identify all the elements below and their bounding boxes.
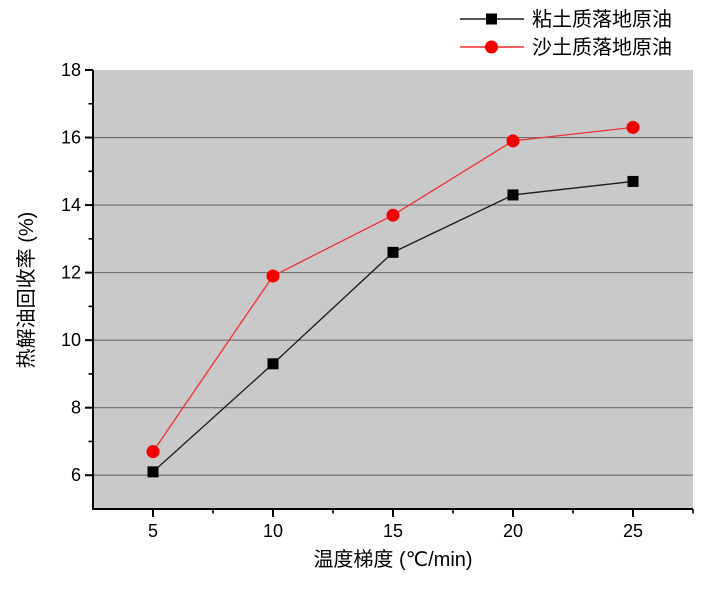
y-tick-label-10: 10 [61, 330, 81, 350]
data-point-0-1 [267, 358, 279, 370]
y-tick-label-18: 18 [61, 60, 81, 80]
x-tick-label-25: 25 [623, 521, 643, 541]
legend-label-clay-oil: 粘土质落地原油 [532, 8, 672, 31]
data-point-0-3 [507, 189, 519, 201]
plot-layer: 6 8 10 12 14 16 18 5 10 15 20 25 [61, 60, 694, 541]
data-point-1-0 [146, 445, 160, 459]
data-point-1-4 [626, 120, 640, 134]
y-tick-label-12: 12 [61, 263, 81, 283]
data-point-0-2 [387, 246, 399, 258]
y-axis-title: 热解油回收率 (%) [15, 212, 38, 369]
legend-item-sand-oil: 沙土质落地原油 [460, 36, 672, 59]
data-point-0-4 [627, 175, 639, 187]
plot-area [93, 70, 693, 509]
legend-item-clay-oil: 粘土质落地原油 [460, 8, 672, 31]
x-axis-title: 温度梯度 (℃/min) [313, 548, 472, 571]
y-tick-label-14: 14 [61, 195, 81, 215]
x-tick-label-10: 10 [263, 521, 283, 541]
legend-circle-marker-icon [485, 40, 498, 54]
x-tick-label-5: 5 [148, 521, 158, 541]
y-tick-label-8: 8 [71, 398, 81, 418]
legend: 粘土质落地原油 沙土质落地原油 [460, 8, 672, 59]
y-tick-label-16: 16 [61, 128, 81, 148]
data-point-1-2 [386, 208, 400, 222]
legend-square-marker-icon [486, 13, 497, 25]
x-tick-label-15: 15 [383, 521, 403, 541]
x-tick-label-20: 20 [503, 521, 523, 541]
data-point-1-3 [506, 134, 520, 148]
legend-label-sand-oil: 沙土质落地原油 [532, 36, 672, 59]
y-tick-label-6: 6 [71, 465, 81, 485]
data-point-1-1 [266, 269, 280, 283]
axis-lines [92, 70, 693, 510]
data-point-0-0 [147, 466, 159, 478]
